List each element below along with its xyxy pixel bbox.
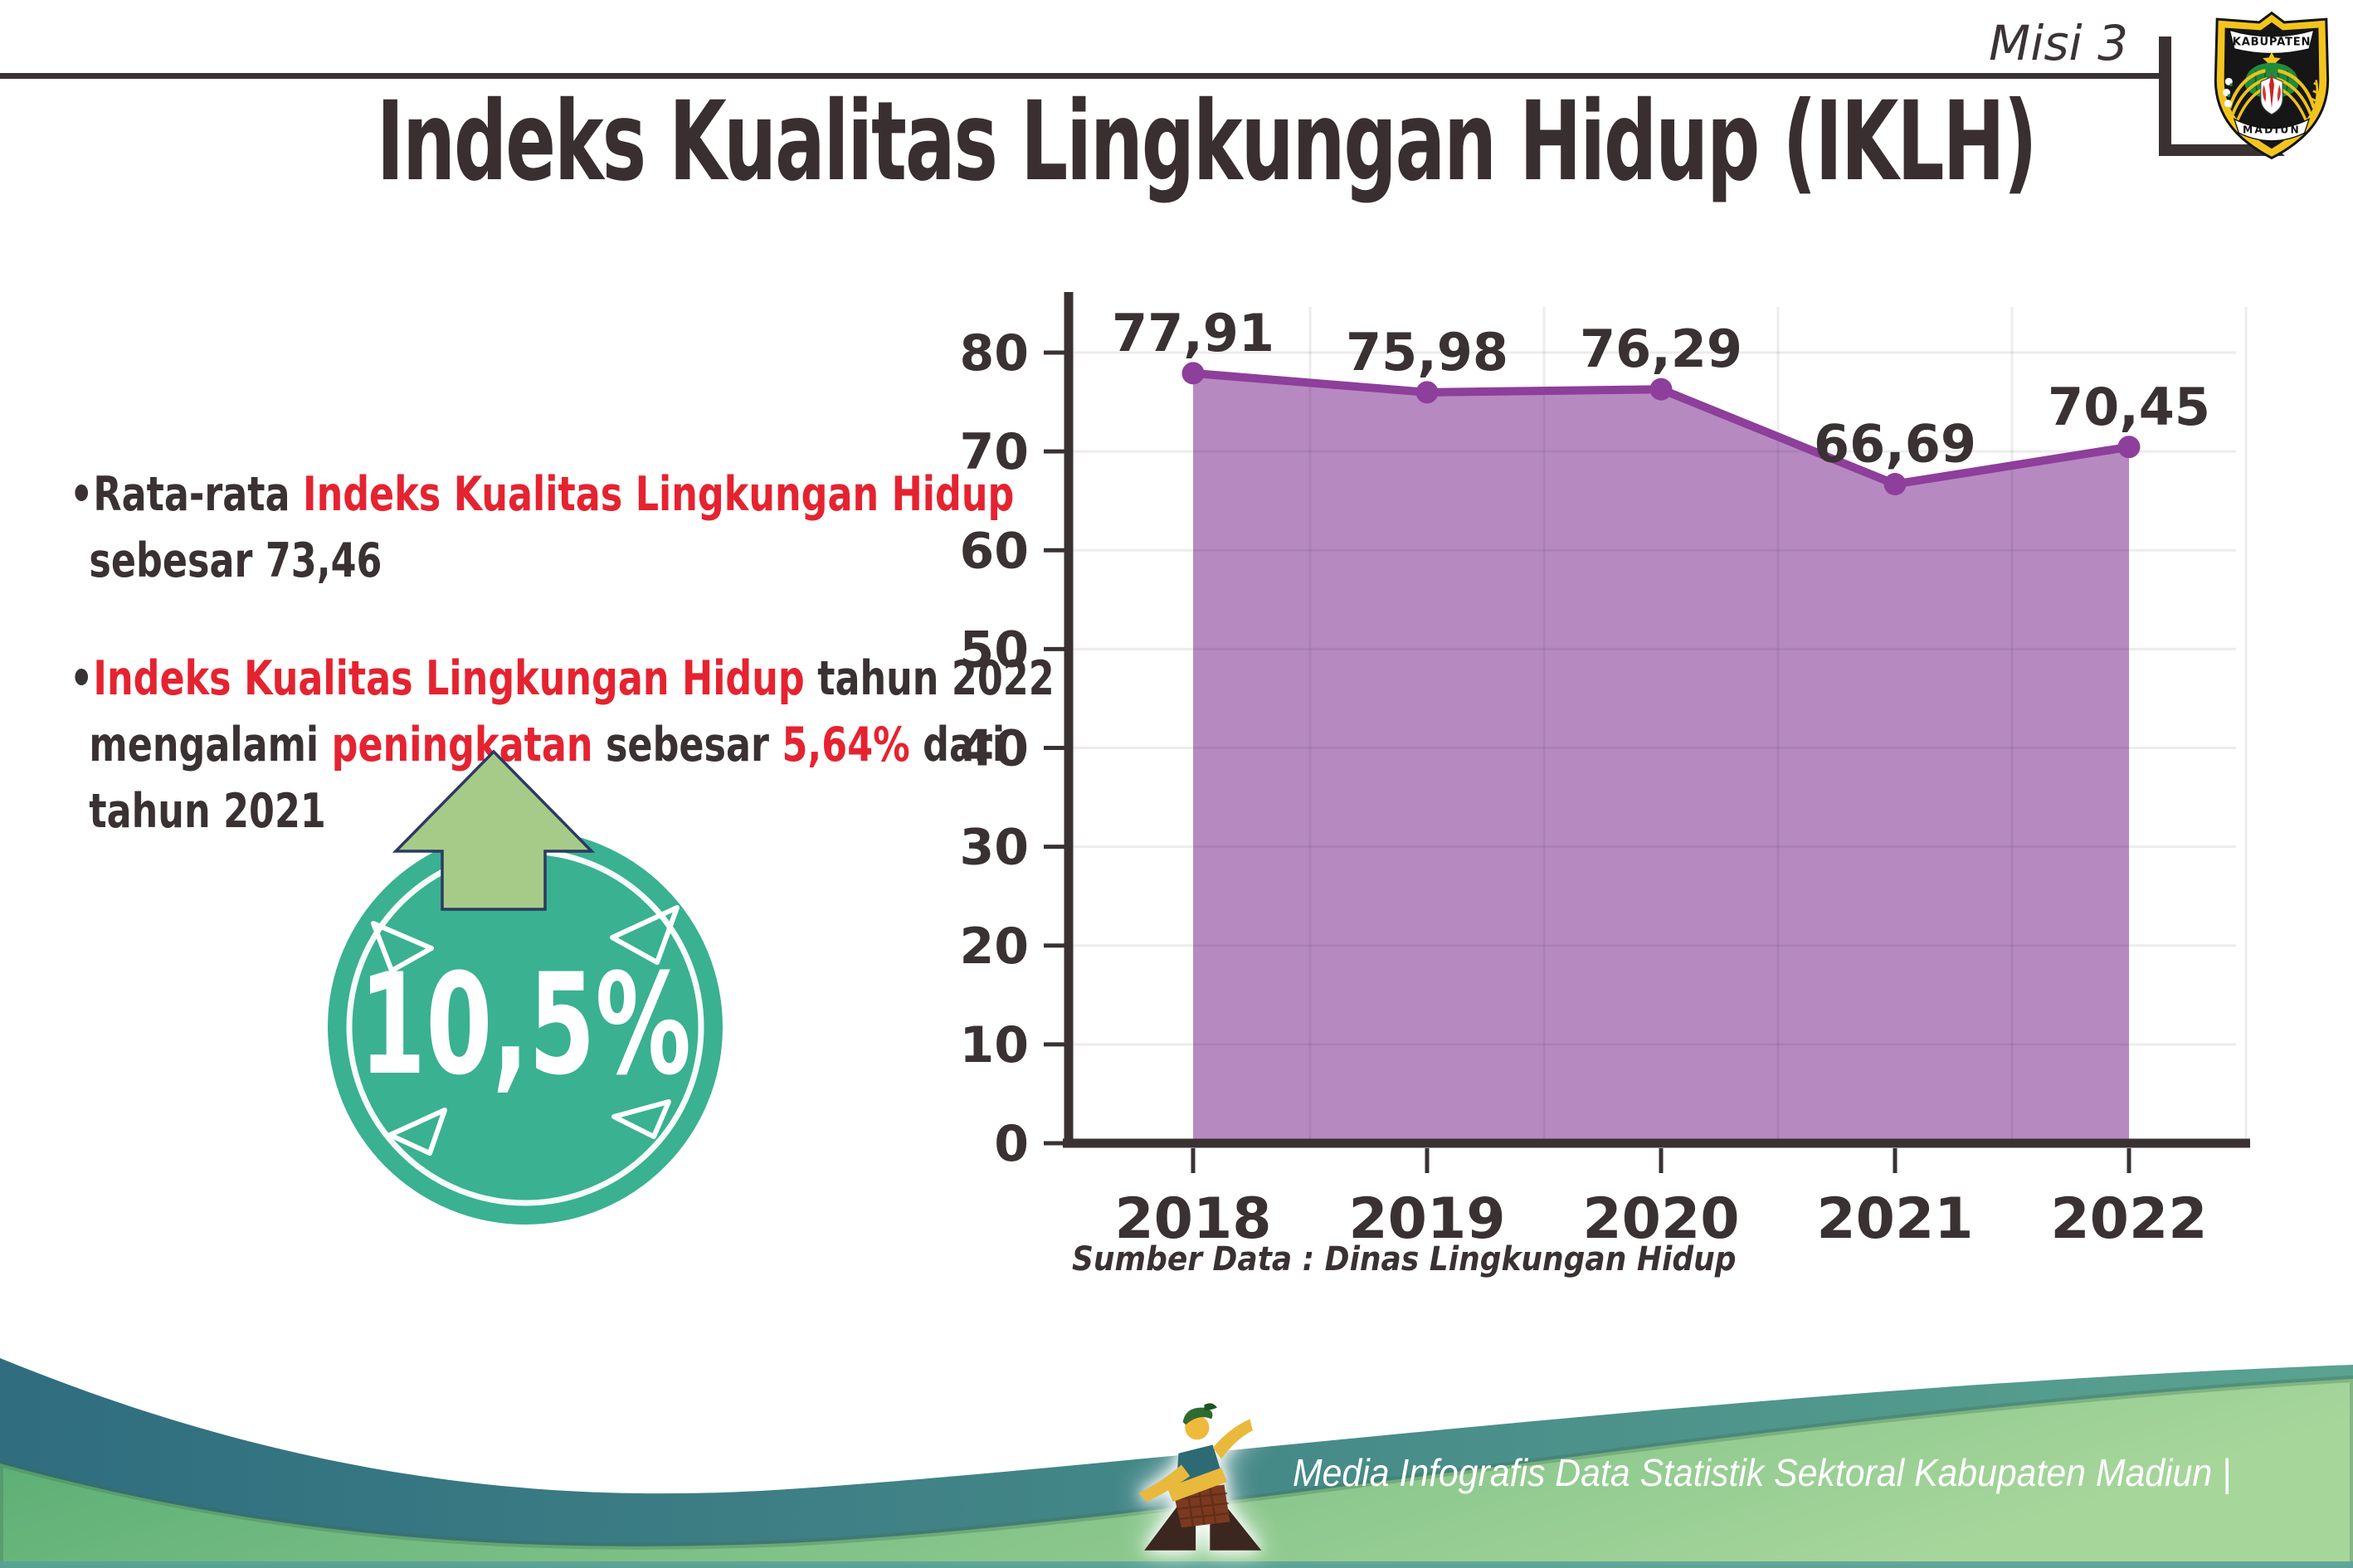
logo-rice-icon bbox=[2310, 80, 2319, 115]
bullet-text-segment: tahun 2021 bbox=[89, 784, 326, 839]
footer-wave bbox=[0, 1358, 2353, 1568]
x-tick-label: 2018 bbox=[1114, 1186, 1271, 1252]
kabupaten-madiun-logo-icon: KABUPATEN MADIUN bbox=[2214, 11, 2330, 160]
logo-cotton-icon bbox=[2222, 77, 2233, 108]
bullet-line: •Rata-rata Indeks Kualitas Lingkungan Hi… bbox=[70, 461, 1105, 528]
bullet-line: tahun 2021 bbox=[70, 778, 1105, 845]
bullet-text-segment: mengalami bbox=[89, 718, 332, 772]
area-fill bbox=[1193, 373, 2129, 1144]
bullet-text-segment: tahun 2022 bbox=[804, 651, 1055, 706]
bullet-text-segment: 5,64% bbox=[782, 718, 910, 772]
y-tick-label: 10 bbox=[960, 1016, 1030, 1074]
y-tick-label: 60 bbox=[960, 522, 1030, 580]
x-tick-label: 2020 bbox=[1582, 1186, 1739, 1252]
data-point bbox=[1415, 381, 1439, 404]
bullet-text-segment: Rata-rata bbox=[93, 467, 304, 522]
y-tick-label: 30 bbox=[960, 819, 1030, 877]
bullet-text-segment: peningkatan bbox=[331, 718, 593, 772]
bullet-item: •Indeks Kualitas Lingkungan Hidup tahun … bbox=[70, 645, 1105, 845]
logo-top-banner bbox=[2229, 29, 2315, 55]
bullet-marker: • bbox=[70, 467, 94, 522]
data-point bbox=[1181, 362, 1205, 385]
value-label: 75,98 bbox=[1346, 322, 1508, 382]
bullet-item: •Rata-rata Indeks Kualitas Lingkungan Hi… bbox=[70, 461, 1105, 594]
data-source: Sumber Data : Dinas Lingkungan Hidup bbox=[1072, 1240, 1737, 1278]
mission-label: Misi 3 bbox=[1989, 15, 2128, 71]
bullet-text-segment: dari bbox=[909, 718, 1006, 772]
bullet-text-segment: Indeks Kualitas Lingkungan Hidup bbox=[303, 467, 1015, 522]
badge-circle bbox=[328, 830, 723, 1225]
data-point bbox=[1649, 377, 1673, 401]
badge-triangle-accents bbox=[371, 905, 680, 1156]
footer-caption: Media Infografis Data Statistik Sektoral… bbox=[1293, 1451, 2232, 1494]
logo-frame-vertical bbox=[2159, 37, 2171, 156]
summary-bullets: •Rata-rata Indeks Kualitas Lingkungan Hi… bbox=[70, 461, 1105, 896]
up-arrow-icon bbox=[392, 749, 596, 911]
x-tick-label: 2021 bbox=[1816, 1186, 1973, 1252]
y-tick-label: 80 bbox=[960, 324, 1030, 382]
value-label: 76,29 bbox=[1580, 319, 1742, 379]
x-tick-label: 2019 bbox=[1348, 1186, 1505, 1252]
page-title: Indeks Kualitas Lingkungan Hidup (IKLH) bbox=[376, 78, 2038, 206]
bullet-text-segment: sebesar bbox=[592, 718, 782, 772]
bullet-marker: • bbox=[70, 651, 94, 706]
y-tick-label: 50 bbox=[960, 621, 1030, 679]
logo-bottom-banner bbox=[2233, 118, 2311, 142]
y-tick-label: 40 bbox=[960, 720, 1030, 778]
y-tick-label: 70 bbox=[960, 423, 1030, 481]
y-tick-label: 20 bbox=[960, 918, 1030, 976]
header-rule bbox=[0, 73, 2159, 79]
increase-badge: 10,5% bbox=[328, 749, 723, 1225]
bullet-line: mengalami peningkatan sebesar 5,64% dari bbox=[70, 712, 1105, 778]
x-tick-label: 2022 bbox=[2050, 1186, 2207, 1252]
data-point bbox=[2117, 436, 2141, 459]
iklh-area-chart: 0 10 20 30 40 50 60 70 80 2018 2019 2020 2021 2022 77,… bbox=[960, 292, 2250, 1252]
bullet-text-segment: sebesar 73,46 bbox=[89, 533, 382, 588]
dancer-mascot-icon bbox=[1138, 1403, 1262, 1551]
wave-green-body bbox=[0, 1375, 2353, 1568]
value-label: 70,45 bbox=[2048, 377, 2210, 437]
logo-top-text: KABUPATEN bbox=[2233, 36, 2311, 48]
badge-value: 10,5% bbox=[359, 943, 691, 1106]
value-label: 77,91 bbox=[1112, 303, 1274, 363]
data-point bbox=[1883, 473, 1907, 496]
bullet-line: •Indeks Kualitas Lingkungan Hidup tahun … bbox=[70, 645, 1105, 712]
value-label: 66,69 bbox=[1814, 414, 1976, 475]
logo-kris-icon bbox=[2268, 72, 2275, 109]
bullet-text-segment: Indeks Kualitas Lingkungan Hidup bbox=[93, 651, 805, 706]
wave-bottom-strip bbox=[0, 1561, 2353, 1568]
logo-bottom-text: MADIUN bbox=[2243, 124, 2301, 135]
bullet-line: sebesar 73,46 bbox=[70, 528, 1105, 594]
y-tick-label: 0 bbox=[994, 1115, 1029, 1173]
